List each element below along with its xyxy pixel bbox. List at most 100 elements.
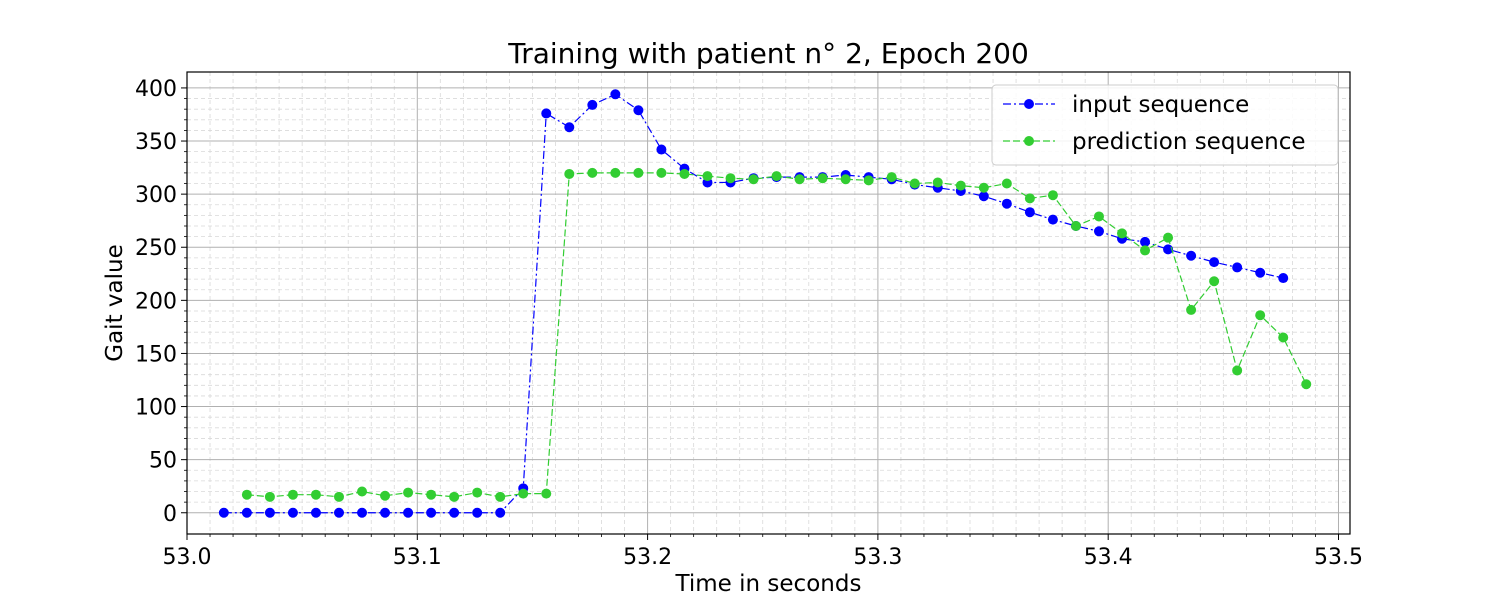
data-point [1024, 193, 1035, 204]
data-point [863, 175, 874, 186]
x-axis-label: Time in seconds [675, 571, 862, 597]
data-point [241, 507, 252, 518]
minor-grid [187, 72, 1350, 534]
data-point [333, 507, 344, 518]
data-point [310, 507, 321, 518]
data-point [241, 489, 252, 500]
data-point [633, 167, 644, 178]
y-tick-label: 50 [149, 449, 177, 474]
data-point [564, 122, 575, 133]
legend-entry-prediction: prediction sequence [1003, 129, 1306, 155]
data-point [748, 174, 759, 185]
data-point [426, 489, 437, 500]
data-point [541, 488, 552, 499]
data-point [380, 490, 391, 501]
data-point [403, 487, 414, 498]
data-point [1093, 211, 1104, 222]
data-point [656, 167, 667, 178]
data-point [679, 168, 690, 179]
data-point [449, 507, 460, 518]
y-tick-label: 150 [135, 342, 177, 367]
data-point [1255, 267, 1266, 278]
data-point [817, 173, 828, 184]
y-axis-label: Gait value [102, 244, 128, 361]
data-point [287, 507, 298, 518]
x-tick-label: 53.3 [853, 545, 902, 570]
data-point [357, 507, 368, 518]
y-tick-label: 250 [135, 236, 177, 261]
data-point [495, 491, 506, 502]
legend-entry-input: input sequence [1003, 92, 1249, 118]
data-point [1209, 257, 1220, 268]
ticks-layer: 0 50 100 150 200 250 300 350 400 53.0 53.1 53.2 53.3… [135, 77, 1363, 570]
data-point [1001, 198, 1012, 209]
major-grid [186, 72, 1350, 534]
data-point [287, 489, 298, 500]
x-tick-label: 53.1 [393, 545, 442, 570]
data-point [472, 507, 483, 518]
legend-swatch-marker [1024, 99, 1034, 109]
y-tick-label: 400 [135, 77, 177, 102]
series-prediction-sequence [241, 167, 1312, 502]
x-tick-label: 53.2 [623, 545, 672, 570]
data-point [587, 99, 598, 110]
y-tick-label: 300 [135, 183, 177, 208]
data-point [426, 507, 437, 518]
x-tick-label: 53.0 [163, 545, 212, 570]
series-layer [218, 89, 1312, 518]
data-point [1186, 250, 1197, 261]
data-point [1301, 379, 1312, 390]
data-point [1209, 276, 1220, 287]
y-tick-label: 0 [163, 502, 177, 527]
data-point [702, 171, 713, 182]
legend-frame [991, 84, 1339, 166]
data-point [1140, 236, 1151, 247]
data-point [264, 491, 275, 502]
legend-label: input sequence [1072, 92, 1249, 118]
data-point [264, 507, 275, 518]
data-point [955, 180, 966, 191]
data-point [587, 167, 598, 178]
data-point [403, 507, 414, 518]
data-point [932, 177, 943, 188]
data-point [310, 489, 321, 500]
data-point [1163, 232, 1174, 243]
data-point [449, 491, 460, 502]
data-point [1140, 245, 1151, 256]
data-point [1255, 310, 1266, 321]
data-point [472, 487, 483, 498]
data-point [380, 507, 391, 518]
data-point [1024, 207, 1035, 218]
data-point [518, 488, 529, 499]
data-point [978, 182, 989, 193]
data-point [357, 486, 368, 497]
data-point [610, 167, 621, 178]
y-tick-label: 350 [135, 130, 177, 155]
data-point [1186, 304, 1197, 315]
data-point [1232, 262, 1243, 273]
data-point [840, 174, 851, 185]
data-point [1278, 273, 1289, 284]
x-tick-label: 53.5 [1314, 545, 1363, 570]
data-point [218, 507, 229, 518]
plot-frame [186, 71, 1351, 535]
data-point [1278, 332, 1289, 343]
data-point [978, 191, 989, 202]
data-point [610, 89, 621, 100]
legend: input sequence prediction sequence [991, 84, 1339, 166]
data-point [909, 178, 920, 189]
data-point [1093, 226, 1104, 237]
data-point [495, 507, 506, 518]
legend-swatch-marker [1024, 136, 1034, 146]
chart-title: Training with patient n° 2, Epoch 200 [507, 37, 1029, 70]
data-point [1001, 178, 1012, 189]
legend-label: prediction sequence [1072, 129, 1306, 155]
y-tick-label: 100 [135, 396, 177, 421]
series-line [246, 172, 1307, 498]
data-point [794, 174, 805, 185]
data-point [333, 491, 344, 502]
data-point [656, 144, 667, 155]
y-tick-label: 200 [135, 289, 177, 314]
